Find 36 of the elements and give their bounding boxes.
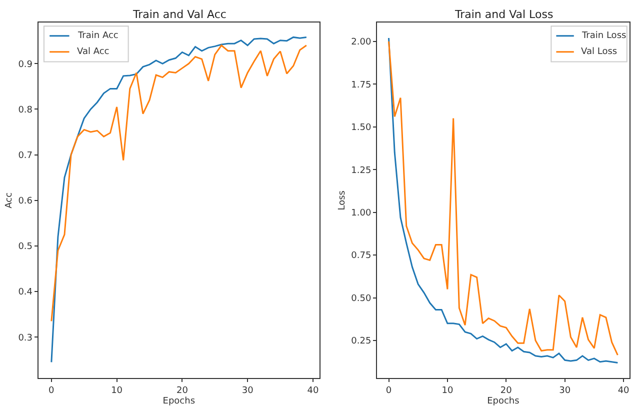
y-tick-label: 1.75 [351, 80, 372, 90]
x-tick-label: 30 [559, 386, 571, 396]
x-tick-label: 40 [618, 386, 630, 396]
x-axis-title: Epochs [487, 396, 520, 407]
y-axis-title: Loss [338, 190, 348, 210]
y-tick-label: 0.6 [18, 196, 33, 207]
legend-label: Train Acc [77, 31, 118, 41]
y-tick-label: 0.25 [351, 336, 372, 347]
legend-label: Val Acc [77, 47, 110, 57]
x-tick-label: 40 [307, 386, 319, 396]
y-tick-label: 0.7 [18, 150, 33, 161]
y-tick-label: 1.25 [351, 166, 372, 176]
y-tick-label: 0.5 [18, 242, 33, 252]
legend-label: Val Loss [581, 47, 618, 57]
y-tick-label: 0.9 [18, 60, 33, 70]
y-tick-label: 0.50 [351, 294, 372, 304]
y-tick-label: 0.8 [18, 105, 33, 116]
y-tick-label: 0.75 [351, 251, 372, 262]
y-tick-label: 0.3 [18, 333, 33, 344]
y-axis-title: Acc [4, 192, 15, 208]
chart-title: Train and Val Acc [132, 8, 226, 21]
line-series [50, 44, 308, 322]
y-tick-label: 1.00 [351, 208, 372, 218]
y-tick-label: 0.4 [18, 288, 33, 298]
x-tick-label: 10 [111, 386, 123, 396]
x-tick-label: 20 [500, 386, 512, 396]
x-tick-label: 0 [48, 386, 55, 396]
x-tick-label: 30 [242, 386, 254, 396]
y-tick-label: 2.00 [351, 38, 372, 48]
y-tick-label: 1.50 [351, 123, 372, 134]
x-tick-label: 0 [386, 386, 392, 396]
legend-label: Train Loss [581, 31, 627, 41]
chart-title: Train and Val Loss [454, 8, 554, 21]
x-tick-label: 20 [176, 386, 188, 396]
x-tick-label: 10 [442, 386, 454, 396]
x-axis-title: Epochs [162, 396, 196, 407]
